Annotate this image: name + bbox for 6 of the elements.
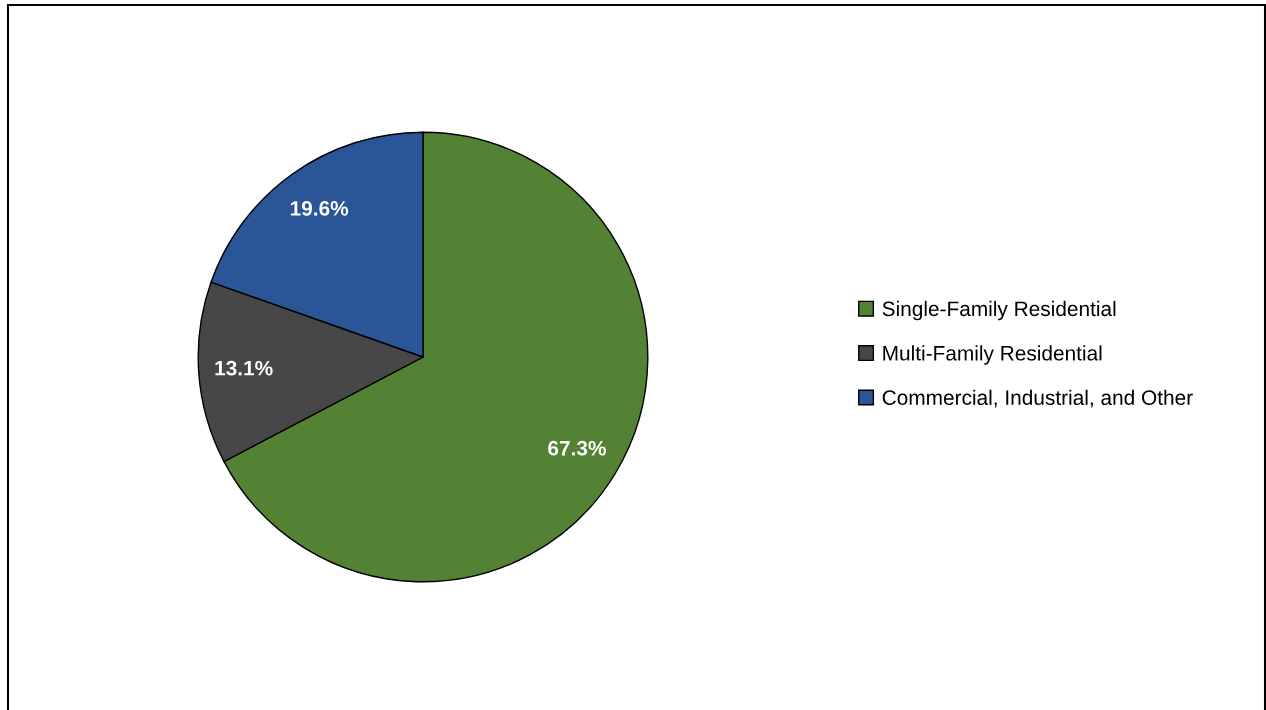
legend-label: Multi-Family Residential xyxy=(883,345,1102,365)
legend-label: Single-Family Residential xyxy=(882,300,1116,321)
data-label: 13.1% xyxy=(215,360,273,376)
legend-label: Commercial, Industrial, and Other xyxy=(882,389,1193,408)
data-label: 67.3% xyxy=(548,440,606,456)
data-label: 19.6% xyxy=(290,201,349,216)
